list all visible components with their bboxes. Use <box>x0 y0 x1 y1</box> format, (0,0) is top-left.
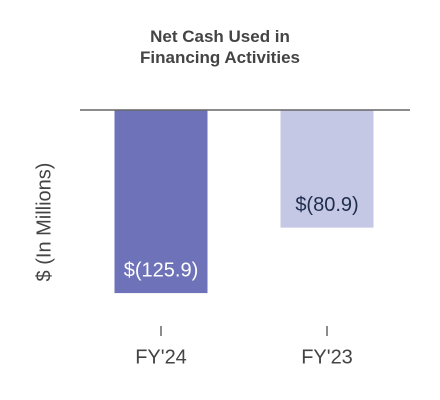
bar <box>114 110 208 294</box>
chart-title: Net Cash Used in Financing Activities <box>140 27 300 67</box>
x-tick-label: FY'23 <box>301 346 353 368</box>
value-label: $(125.9) <box>124 259 199 281</box>
value-label: $(80.9) <box>295 194 358 216</box>
y-axis-label: $ (In Millions) <box>33 163 55 282</box>
bar <box>280 110 374 228</box>
x-tick-label: FY'24 <box>135 346 187 368</box>
